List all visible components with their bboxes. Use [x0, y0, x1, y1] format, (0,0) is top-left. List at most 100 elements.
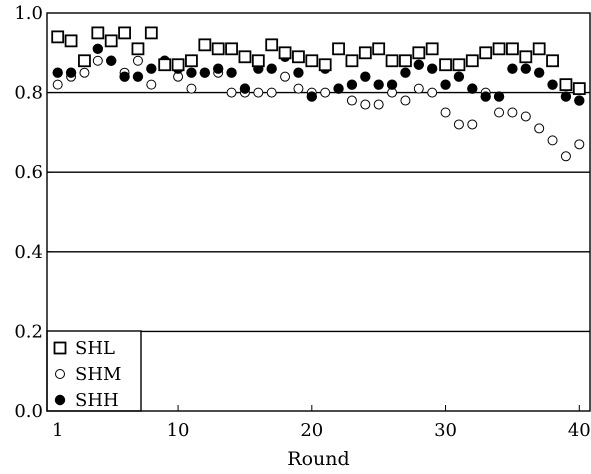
axis-labels: 0.0 0.2 0.4 0.6 0.8 1.0 1 10 20 30 40 Round	[14, 3, 590, 470]
data-point-shl	[559, 78, 573, 92]
data-point-shl	[278, 46, 292, 60]
data-point-shl	[345, 54, 359, 68]
legend-label-shm: SHM	[75, 364, 121, 385]
x-tick-label: 40	[568, 420, 591, 441]
data-point-shh	[413, 59, 425, 70]
data-point-shl	[171, 58, 185, 72]
data-point-shl	[198, 38, 212, 52]
data-point-shm	[574, 139, 585, 150]
data-point-shl	[465, 54, 479, 68]
data-point-shl	[211, 42, 225, 56]
data-point-shh	[346, 79, 358, 90]
data-point-shl	[532, 42, 546, 56]
data-series	[51, 26, 586, 162]
data-point-shl	[265, 38, 279, 52]
data-point-shl	[506, 42, 519, 56]
data-point-shl	[64, 34, 78, 48]
data-point-shl	[305, 54, 319, 68]
data-point-shm	[253, 87, 264, 98]
data-point-shh	[146, 63, 157, 74]
data-point-shl	[399, 54, 412, 68]
data-point-shl	[51, 30, 65, 44]
data-point-shm	[494, 107, 505, 118]
data-point-shl	[78, 54, 91, 68]
x-tick-label: 1	[52, 420, 63, 441]
data-point-shh	[386, 79, 398, 90]
data-point-shh	[480, 91, 491, 102]
data-point-shm	[467, 119, 478, 130]
data-point-shm	[266, 87, 277, 98]
legend-label-shl: SHL	[75, 338, 115, 359]
x-tick-label: 20	[300, 420, 323, 441]
data-point-shh	[293, 67, 304, 78]
data-point-shm	[453, 119, 464, 130]
data-point-shl	[452, 58, 466, 72]
data-point-shh	[105, 55, 117, 66]
data-point-shh	[52, 67, 63, 78]
data-point-shl	[185, 54, 198, 68]
data-point-shl	[572, 82, 586, 96]
data-point-shl	[131, 42, 145, 56]
data-point-shh	[560, 91, 572, 102]
data-point-shm	[186, 83, 197, 94]
data-point-shl	[358, 46, 372, 60]
data-point-shm	[280, 71, 291, 82]
data-point-shh	[400, 67, 411, 78]
data-point-shl	[318, 58, 332, 72]
data-point-shh	[65, 67, 77, 78]
data-point-shm	[373, 99, 384, 110]
data-point-shm	[146, 79, 157, 90]
data-point-shh	[92, 43, 104, 55]
data-point-shm	[547, 135, 558, 146]
data-point-shl	[492, 42, 506, 56]
data-point-shl	[439, 58, 452, 72]
data-point-shl	[372, 42, 386, 56]
data-point-shm	[132, 55, 143, 66]
data-point-shh	[373, 79, 384, 90]
data-point-shh	[574, 95, 585, 106]
legend: SHL SHM SHH	[46, 330, 142, 412]
y-tick-label: 0.2	[14, 321, 43, 342]
data-point-shl	[519, 50, 533, 64]
data-point-shl	[251, 54, 265, 68]
y-tick-label: 0.6	[14, 162, 43, 183]
data-point-shm	[413, 83, 424, 94]
data-point-shl	[385, 54, 399, 68]
legend-label-shh: SHH	[75, 390, 119, 411]
data-point-shh	[226, 67, 237, 78]
y-tick-label: 0.8	[14, 83, 43, 104]
data-point-shh	[306, 91, 318, 102]
data-point-shm	[320, 87, 331, 98]
data-point-shh	[132, 71, 144, 82]
series-shm	[52, 55, 585, 162]
data-point-shh	[453, 71, 465, 82]
data-point-shm	[520, 111, 531, 122]
data-point-shm	[427, 87, 438, 98]
data-point-shm	[440, 107, 451, 118]
data-point-shm	[560, 151, 571, 162]
data-point-shh	[520, 63, 532, 74]
data-point-shl	[425, 42, 439, 56]
data-point-shl	[225, 42, 238, 56]
legend-marker-shl	[53, 341, 67, 355]
data-point-shl	[104, 34, 118, 48]
data-point-shh	[467, 83, 478, 94]
legend-marker-shm	[55, 369, 65, 379]
data-point-shl	[91, 26, 105, 40]
data-point-shm	[507, 107, 518, 118]
data-point-shl	[479, 46, 493, 60]
data-point-shm	[52, 79, 63, 90]
data-point-shl	[412, 46, 426, 60]
data-point-shm	[400, 95, 411, 106]
data-point-shh	[212, 63, 224, 74]
data-point-shh	[360, 71, 371, 82]
data-point-shh	[507, 63, 518, 74]
data-point-shm	[92, 55, 103, 66]
data-point-shh	[426, 63, 438, 74]
data-point-shh	[186, 67, 197, 78]
data-point-shh	[547, 79, 558, 90]
gridlines	[47, 91, 590, 333]
data-point-shm	[346, 95, 357, 106]
data-point-shh	[333, 83, 344, 94]
